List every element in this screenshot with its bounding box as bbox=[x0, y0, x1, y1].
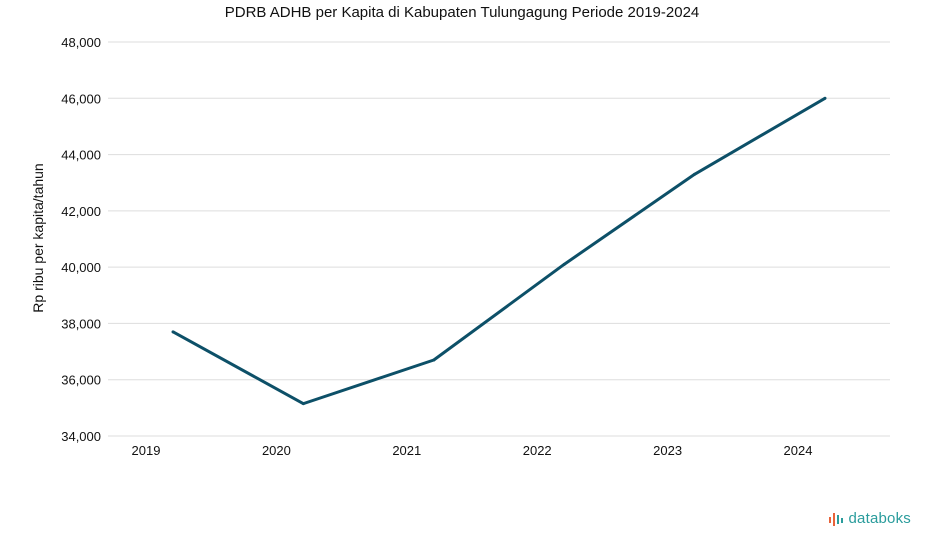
y-tick-label: 42,000 bbox=[61, 204, 101, 219]
y-tick-label: 46,000 bbox=[61, 91, 101, 106]
series-layer bbox=[171, 96, 827, 406]
chart-title: PDRB ADHB per Kapita di Kabupaten Tulung… bbox=[225, 4, 700, 21]
data-point bbox=[562, 262, 566, 266]
data-point bbox=[693, 172, 697, 176]
y-tick-label: 48,000 bbox=[61, 35, 101, 50]
gridlines bbox=[108, 41, 890, 437]
x-tick-label: 2019 bbox=[132, 443, 161, 458]
x-axis-ticks: 2019 2020 2021 2022 2023 2024 bbox=[132, 443, 813, 458]
brand-name: databoks bbox=[848, 510, 911, 527]
x-tick-label: 2022 bbox=[523, 443, 552, 458]
x-tick-label: 2020 bbox=[262, 443, 291, 458]
x-tick-label: 2024 bbox=[784, 443, 813, 458]
x-tick-label: 2021 bbox=[392, 443, 421, 458]
data-point bbox=[301, 402, 305, 406]
y-axis-label: Rp ribu per kapita/tahun bbox=[30, 163, 46, 312]
data-point bbox=[432, 358, 436, 362]
y-tick-label: 38,000 bbox=[61, 316, 101, 331]
y-tick-label: 44,000 bbox=[61, 148, 101, 163]
y-tick-label: 36,000 bbox=[61, 373, 101, 388]
y-tick-label: 34,000 bbox=[61, 429, 101, 444]
y-tick-label: 40,000 bbox=[61, 260, 101, 275]
series-line bbox=[172, 96, 826, 406]
databoks-brand: databoks bbox=[828, 510, 911, 527]
x-tick-label: 2023 bbox=[653, 443, 682, 458]
data-point bbox=[823, 96, 827, 100]
data-point bbox=[171, 330, 175, 334]
databoks-logo-icon bbox=[828, 511, 846, 527]
y-axis-ticks: 34,000 36,000 38,000 40,000 42,000 44,000 46,0… bbox=[61, 35, 101, 444]
